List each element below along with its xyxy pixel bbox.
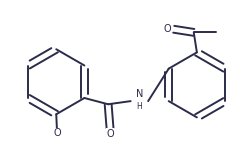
Text: O: O: [164, 24, 171, 34]
Text: H: H: [136, 102, 142, 111]
Text: O: O: [106, 129, 114, 139]
Text: N: N: [136, 89, 143, 99]
Text: O: O: [53, 128, 61, 138]
